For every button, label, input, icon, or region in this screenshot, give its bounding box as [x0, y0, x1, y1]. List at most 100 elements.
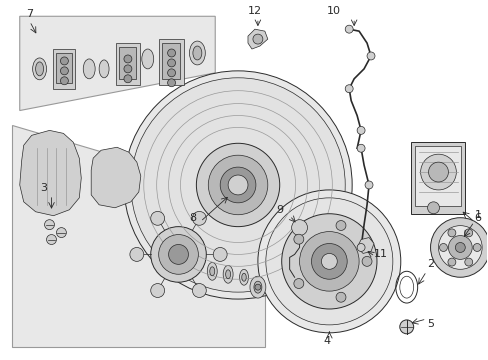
Polygon shape — [91, 147, 141, 208]
Circle shape — [167, 69, 175, 77]
Circle shape — [356, 243, 365, 251]
Circle shape — [366, 52, 374, 60]
Circle shape — [464, 229, 472, 237]
Circle shape — [123, 71, 351, 299]
Circle shape — [356, 144, 365, 152]
Circle shape — [345, 85, 352, 93]
Ellipse shape — [241, 273, 246, 281]
Ellipse shape — [99, 60, 109, 78]
Circle shape — [464, 258, 472, 266]
Circle shape — [167, 79, 175, 87]
Ellipse shape — [207, 262, 217, 280]
Text: 7: 7 — [26, 9, 33, 19]
Circle shape — [427, 202, 439, 214]
Ellipse shape — [189, 41, 205, 65]
Circle shape — [208, 155, 267, 215]
Circle shape — [123, 65, 132, 73]
Text: 12: 12 — [247, 6, 262, 16]
Polygon shape — [12, 125, 264, 347]
Circle shape — [168, 244, 188, 264]
Bar — [162, 43, 180, 79]
Circle shape — [439, 243, 447, 251]
Circle shape — [472, 243, 480, 251]
Circle shape — [335, 292, 345, 302]
Circle shape — [454, 243, 464, 252]
Ellipse shape — [239, 269, 248, 285]
Text: 2: 2 — [426, 259, 433, 269]
Bar — [119, 47, 136, 79]
Circle shape — [46, 235, 56, 244]
Polygon shape — [20, 16, 215, 111]
Bar — [410, 142, 464, 214]
Circle shape — [61, 67, 68, 75]
Bar — [158, 39, 184, 85]
Circle shape — [361, 256, 371, 266]
Circle shape — [281, 214, 376, 309]
Text: 3: 3 — [40, 183, 47, 193]
Circle shape — [299, 231, 358, 291]
Circle shape — [265, 198, 392, 325]
Ellipse shape — [83, 59, 95, 79]
Text: 5: 5 — [426, 319, 433, 329]
Circle shape — [167, 49, 175, 57]
Circle shape — [427, 162, 447, 182]
Circle shape — [196, 143, 279, 227]
Circle shape — [291, 220, 307, 235]
Ellipse shape — [209, 267, 214, 276]
Circle shape — [365, 181, 372, 189]
Circle shape — [56, 228, 66, 238]
Ellipse shape — [192, 46, 202, 60]
Ellipse shape — [253, 281, 262, 293]
Circle shape — [335, 221, 345, 230]
Circle shape — [131, 78, 345, 292]
Circle shape — [293, 234, 303, 244]
Text: 9: 9 — [276, 205, 283, 215]
Circle shape — [150, 284, 164, 297]
Circle shape — [150, 227, 206, 282]
Circle shape — [438, 226, 481, 269]
Circle shape — [429, 218, 488, 277]
Text: 1: 1 — [474, 210, 481, 220]
Circle shape — [447, 235, 471, 260]
Circle shape — [228, 175, 247, 195]
Circle shape — [220, 167, 255, 203]
Circle shape — [252, 34, 263, 44]
Bar — [53, 49, 75, 89]
Circle shape — [293, 279, 303, 288]
Circle shape — [321, 253, 337, 269]
Circle shape — [123, 55, 132, 63]
Circle shape — [61, 57, 68, 65]
Circle shape — [345, 25, 352, 33]
Circle shape — [311, 243, 346, 279]
Circle shape — [123, 75, 132, 83]
Ellipse shape — [36, 62, 43, 76]
Circle shape — [61, 77, 68, 85]
Circle shape — [447, 229, 455, 237]
Circle shape — [192, 284, 206, 297]
Polygon shape — [20, 130, 81, 216]
Text: 4: 4 — [323, 336, 330, 346]
Text: 8: 8 — [188, 213, 196, 223]
Text: 6: 6 — [474, 213, 481, 223]
Circle shape — [399, 320, 413, 334]
Bar — [414, 146, 460, 206]
Ellipse shape — [249, 276, 265, 298]
Circle shape — [130, 247, 143, 261]
Circle shape — [158, 235, 198, 274]
Circle shape — [213, 247, 226, 261]
Polygon shape — [247, 29, 267, 49]
Circle shape — [420, 154, 455, 190]
Text: 10: 10 — [326, 6, 341, 16]
Ellipse shape — [33, 58, 46, 80]
Text: 11: 11 — [373, 249, 387, 260]
Circle shape — [44, 220, 54, 230]
Circle shape — [167, 59, 175, 67]
Ellipse shape — [142, 49, 153, 69]
Circle shape — [192, 211, 206, 225]
Circle shape — [150, 211, 164, 225]
Polygon shape — [356, 238, 373, 253]
Bar — [116, 43, 140, 85]
Circle shape — [257, 190, 400, 333]
Ellipse shape — [225, 270, 230, 279]
Circle shape — [254, 284, 260, 290]
